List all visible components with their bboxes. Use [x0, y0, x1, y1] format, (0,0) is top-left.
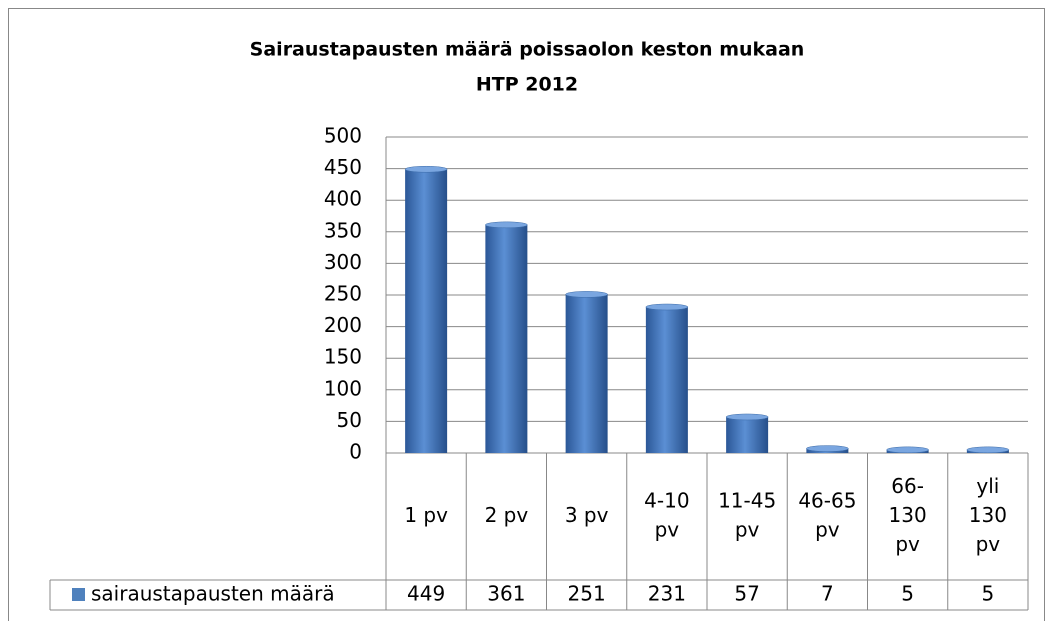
bar — [565, 294, 608, 453]
x-tick-label: 1 pv — [404, 503, 448, 527]
value-label: 361 — [487, 582, 525, 606]
x-tick-label: yli 130 pv — [969, 474, 1007, 556]
y-tick-label: 250 — [324, 282, 362, 306]
value-label: 449 — [407, 582, 445, 606]
value-label: 5 — [901, 582, 914, 606]
value-label: 251 — [568, 582, 606, 606]
y-tick-label: 400 — [324, 187, 362, 211]
y-tick-label: 100 — [324, 376, 362, 400]
x-tick-label: 3 pv — [565, 503, 609, 527]
y-tick-label: 500 — [324, 124, 362, 148]
y-tick-label: 50 — [337, 408, 362, 432]
bar-top — [886, 446, 929, 454]
x-tick-label: 11-45 pv — [718, 488, 776, 541]
y-tick-label: 350 — [324, 218, 362, 242]
bar-top — [645, 303, 689, 311]
y-tick-label: 200 — [324, 313, 362, 337]
bar-top — [966, 446, 1010, 454]
x-tick-label: 2 pv — [485, 503, 529, 527]
bar — [645, 307, 688, 453]
value-label: 57 — [734, 582, 759, 606]
chart-subtitle: HTP 2012 — [476, 74, 578, 96]
y-tick-label: 150 — [324, 345, 362, 369]
bar-top — [725, 413, 769, 421]
y-tick-label: 300 — [324, 250, 362, 274]
y-tick-label: 450 — [324, 155, 362, 179]
y-tick-label: 0 — [349, 440, 362, 464]
bar-top — [565, 291, 608, 298]
bar-top — [404, 165, 448, 173]
x-tick-label: 66-130 pv — [889, 474, 927, 556]
legend-swatch — [72, 588, 85, 601]
bar-top — [485, 221, 528, 229]
value-label: 7 — [821, 582, 834, 606]
bar-top — [806, 445, 849, 452]
x-tick-label: 46-65 pv — [798, 488, 856, 541]
value-label: 231 — [648, 582, 686, 606]
bar — [405, 169, 448, 453]
legend-label: sairaustapausten määrä — [91, 582, 335, 606]
chart-title: Sairaustapausten määrä poissaolon keston… — [250, 39, 805, 61]
bar — [485, 224, 528, 453]
bar — [726, 416, 769, 453]
x-tick-label: 4-10 pv — [644, 488, 689, 541]
value-label: 5 — [982, 582, 995, 606]
